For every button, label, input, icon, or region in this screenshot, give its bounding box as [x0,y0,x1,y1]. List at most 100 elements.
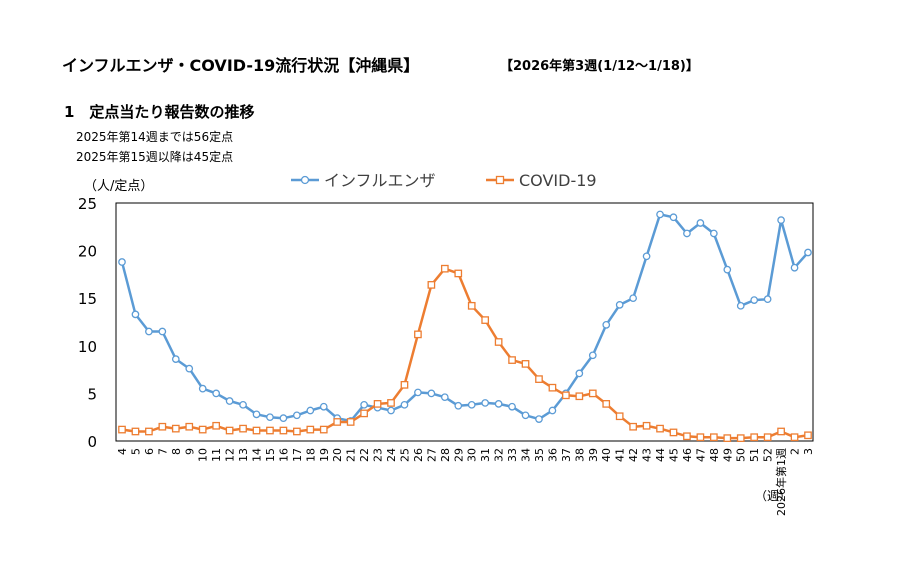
data-point [427,389,436,398]
data-point [319,402,328,411]
data-point [171,355,180,363]
data-point [225,397,234,405]
page-title: インフルエンザ・COVID-19流行状況【沖縄県】 [62,56,420,75]
data-point [548,383,557,392]
data-point [118,258,126,266]
y-axis-label: （人/定点） [84,179,153,194]
x-tick-label: 51 [748,448,761,462]
x-tick-label: 37 [560,448,573,462]
x-tick-label: 16 [277,448,290,462]
data-point [602,400,611,408]
data-point [481,399,490,407]
series-line [121,267,809,440]
data-point [454,401,463,410]
data-point [642,252,651,261]
data-point [736,301,745,310]
x-tick-label: 49 [721,448,734,462]
data-point [683,432,691,441]
legend-label: COVID-19 [519,171,597,190]
x-tick-label: 36 [546,448,559,462]
data-point [508,402,516,411]
data-point [777,427,785,436]
data-point [750,433,759,442]
data-point [723,434,732,442]
x-tick-label: 38 [573,448,586,462]
x-tick-label: 8 [170,448,183,455]
x-tick-label: 33 [506,448,519,462]
data-point [750,296,759,304]
report-period: 【2026年第3週(1/12～1/18)】 [500,59,699,74]
x-tick-label: 48 [708,448,721,462]
x-tick-label: 6 [143,448,156,455]
data-point [642,421,651,430]
data-point [777,216,785,224]
plot-area [115,202,814,442]
data-point [696,433,705,442]
legend-marker [300,175,310,185]
data-point [548,406,557,415]
x-tick-label: 5 [129,448,142,455]
data-point [790,433,799,442]
data-point [131,310,140,319]
data-point [360,409,368,418]
data-point [535,375,543,383]
x-tick-label: 30 [466,448,479,462]
x-tick-label: 40 [600,448,613,462]
data-point [131,427,140,436]
x-tick-label: 50 [735,448,748,462]
y-tick-label: 10 [78,338,97,356]
data-point [387,406,395,415]
x-axis-label: （週） [755,489,791,503]
data-point [683,229,691,238]
data-point [602,321,611,329]
y-tick-label: 25 [78,195,97,213]
x-tick-label: 47 [694,448,707,462]
x-tick-label: 52 [762,448,775,462]
series-1 [118,210,812,425]
sentinel-note-2: 2025年第15週以降は45定点 [76,150,234,164]
sentinel-note-1: 2025年第14週までは56定点 [76,130,234,144]
data-point [279,426,288,435]
data-point [709,433,718,442]
data-point [763,433,772,442]
x-tick-label: 41 [614,448,627,462]
data-point [400,380,409,389]
x-tick-label: 42 [627,448,640,462]
x-tick-label: 22 [358,448,371,462]
data-point [508,356,516,364]
data-point [494,338,503,346]
data-point [804,248,812,257]
y-tick-label: 20 [78,243,97,261]
x-tick-label: 35 [533,448,546,462]
data-point [427,281,436,289]
data-point [158,422,167,431]
x-tick-label: 45 [667,448,680,462]
data-point [521,360,530,368]
x-tick-label: 11 [210,448,223,462]
x-tick-label: 44 [654,448,667,462]
x-tick-label: 39 [587,448,600,462]
data-point [494,400,503,408]
data-point [656,210,664,219]
y-tick-label: 0 [87,433,97,451]
x-tick-label: 32 [493,448,506,462]
data-point [387,399,395,407]
series-2 [118,264,812,442]
data-point [346,418,355,426]
x-tick-label: 23 [372,448,385,462]
legend-label: インフルエンザ [324,171,436,190]
data-point [212,389,221,398]
data-point [656,424,664,433]
data-point [145,427,153,436]
data-point [360,400,368,409]
x-tick-label: 18 [304,448,317,462]
data-point [696,219,705,227]
x-tick-label: 12 [224,448,237,462]
data-point [145,327,153,336]
data-point [252,426,261,435]
y-tick-label: 15 [78,290,97,308]
legend-marker [495,175,505,185]
data-point [736,434,745,442]
data-point [171,424,180,433]
